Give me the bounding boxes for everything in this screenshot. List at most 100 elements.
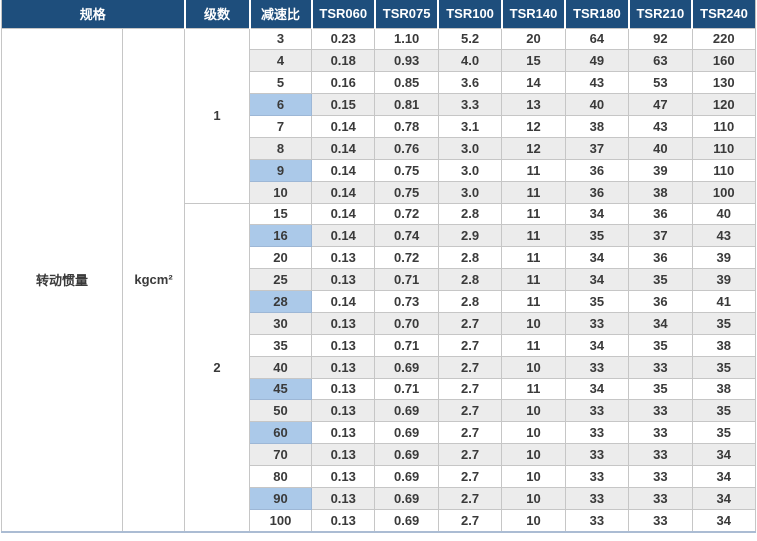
value-cell: 40 bbox=[564, 93, 630, 116]
value-cell: 33 bbox=[564, 486, 630, 510]
value-cell: 34 bbox=[691, 486, 757, 510]
value-cell: 43 bbox=[564, 71, 630, 95]
value-cell: 0.13 bbox=[311, 508, 376, 533]
value-cell: 5.2 bbox=[437, 27, 503, 51]
value-cell: 0.14 bbox=[311, 290, 376, 313]
value-cell: 14 bbox=[501, 71, 566, 95]
value-cell: 34 bbox=[564, 246, 630, 270]
value-cell: 35 bbox=[691, 355, 757, 379]
ratio-cell-highlighted: 90 bbox=[249, 486, 313, 510]
ratio-cell: 15 bbox=[249, 202, 313, 226]
value-cell: 38 bbox=[564, 115, 630, 138]
value-cell: 0.13 bbox=[311, 377, 376, 401]
value-cell: 2.7 bbox=[437, 486, 503, 510]
value-cell: 0.71 bbox=[374, 377, 439, 401]
value-cell: 34 bbox=[564, 377, 630, 401]
value-cell: 38 bbox=[691, 377, 757, 401]
table-row: 35 0.13 0.71 2.7 11 34 35 38 bbox=[2, 333, 757, 357]
value-cell: 40 bbox=[628, 136, 693, 160]
stage-cell: 2 bbox=[184, 202, 251, 533]
table-row: 转动惯量 kgcm² 1 3 0.23 1.10 5.2 20 64 92 220 bbox=[1, 27, 757, 533]
value-cell: 41 bbox=[691, 290, 757, 313]
value-cell: 33 bbox=[564, 443, 630, 466]
value-cell: 10 bbox=[501, 311, 566, 335]
value-cell: 38 bbox=[691, 333, 757, 357]
value-cell: 47 bbox=[628, 93, 693, 116]
value-cell: 92 bbox=[628, 27, 693, 51]
value-cell: 0.69 bbox=[374, 508, 439, 533]
value-cell: 20 bbox=[501, 27, 566, 51]
value-cell: 160 bbox=[691, 49, 757, 73]
value-cell: 0.13 bbox=[311, 333, 376, 357]
value-cell: 3.6 bbox=[437, 71, 503, 95]
unit-label: kgcm² bbox=[121, 27, 186, 533]
value-cell: 33 bbox=[628, 421, 693, 445]
table-row: 30 0.13 0.70 2.7 10 33 34 35 bbox=[2, 311, 757, 335]
value-cell: 34 bbox=[564, 268, 630, 291]
value-cell: 11 bbox=[501, 202, 566, 226]
value-cell: 0.71 bbox=[374, 333, 439, 357]
table-header: 规格 级数 减速比 TSR060 TSR075 TSR100 TSR140 TSR180 TSR… bbox=[1, 0, 756, 28]
ratio-cell: 70 bbox=[249, 443, 313, 466]
value-cell: 0.72 bbox=[374, 246, 439, 270]
value-cell: 0.81 bbox=[374, 93, 439, 116]
value-cell: 0.73 bbox=[374, 290, 439, 313]
value-cell: 39 bbox=[691, 246, 757, 270]
value-cell: 0.14 bbox=[311, 158, 376, 182]
value-cell: 11 bbox=[501, 333, 566, 357]
value-cell: 2.7 bbox=[437, 465, 503, 488]
spec-label: 转动惯量 bbox=[1, 27, 123, 533]
value-cell: 0.72 bbox=[374, 202, 439, 226]
value-cell: 11 bbox=[501, 268, 566, 291]
column-header-9: TSR240 bbox=[691, 0, 756, 28]
value-cell: 34 bbox=[691, 443, 757, 466]
value-cell: 33 bbox=[628, 508, 693, 533]
value-cell: 34 bbox=[564, 202, 630, 226]
value-cell: 10 bbox=[501, 486, 566, 510]
value-cell: 0.75 bbox=[374, 158, 439, 182]
value-cell: 0.13 bbox=[311, 355, 376, 379]
value-cell: 39 bbox=[628, 158, 693, 182]
value-cell: 0.69 bbox=[374, 399, 439, 423]
header-row: 规格 级数 减速比 TSR060 TSR075 TSR100 TSR140 TSR180 TSR… bbox=[1, 0, 756, 28]
table-body: 转动惯量 kgcm² 1 3 0.23 1.10 5.2 20 64 92 220 4 0.18 0.93… bbox=[1, 27, 757, 533]
column-header-5: TSR100 bbox=[437, 0, 502, 28]
value-cell: 10 bbox=[501, 465, 566, 488]
value-cell: 0.13 bbox=[311, 246, 376, 270]
value-cell: 12 bbox=[501, 115, 566, 138]
column-header-8: TSR210 bbox=[627, 0, 693, 28]
ratio-cell: 80 bbox=[249, 465, 313, 488]
value-cell: 33 bbox=[628, 355, 693, 379]
ratio-cell: 40 bbox=[249, 355, 313, 379]
value-cell: 0.13 bbox=[311, 465, 376, 488]
value-cell: 0.69 bbox=[374, 465, 439, 488]
value-cell: 33 bbox=[564, 355, 630, 379]
table-row: 20 0.13 0.72 2.8 11 34 36 39 bbox=[2, 246, 757, 270]
value-cell: 0.69 bbox=[374, 421, 439, 445]
value-cell: 36 bbox=[628, 202, 693, 226]
ratio-cell: 30 bbox=[249, 311, 313, 335]
value-cell: 33 bbox=[564, 311, 630, 335]
value-cell: 33 bbox=[564, 508, 630, 533]
ratio-cell-highlighted: 9 bbox=[249, 158, 313, 182]
ratio-cell: 7 bbox=[249, 115, 313, 138]
value-cell: 64 bbox=[564, 27, 630, 51]
column-header-6: TSR140 bbox=[500, 0, 566, 28]
value-cell: 43 bbox=[691, 224, 757, 248]
value-cell: 0.14 bbox=[311, 136, 376, 160]
value-cell: 11 bbox=[501, 290, 566, 313]
table-row: 7 0.14 0.78 3.1 12 38 43 110 bbox=[2, 115, 757, 138]
value-cell: 0.16 bbox=[311, 71, 376, 95]
value-cell: 2.7 bbox=[437, 399, 503, 423]
value-cell: 0.13 bbox=[311, 486, 376, 510]
value-cell: 1.10 bbox=[374, 27, 439, 51]
value-cell: 36 bbox=[628, 246, 693, 270]
value-cell: 10 bbox=[501, 443, 566, 466]
value-cell: 3.0 bbox=[437, 158, 503, 182]
value-cell: 4.0 bbox=[437, 49, 503, 73]
column-header-2: 减速比 bbox=[248, 0, 312, 28]
table-row: 28 0.14 0.73 2.8 11 35 36 41 bbox=[2, 290, 757, 313]
value-cell: 33 bbox=[628, 399, 693, 423]
value-cell: 37 bbox=[564, 136, 630, 160]
